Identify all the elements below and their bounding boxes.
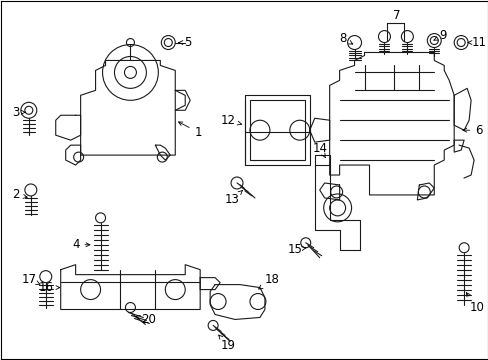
Text: 5: 5 — [179, 36, 191, 49]
Text: 17: 17 — [21, 273, 40, 286]
Text: 20: 20 — [135, 313, 156, 326]
Text: 16: 16 — [38, 281, 60, 294]
Bar — [249, 100, 304, 160]
Text: 15: 15 — [287, 243, 305, 256]
Text: 7: 7 — [392, 9, 399, 22]
Text: 6: 6 — [462, 124, 482, 137]
Text: 3: 3 — [12, 106, 25, 119]
Text: 9: 9 — [433, 29, 446, 42]
Text: 2: 2 — [12, 188, 27, 202]
Text: 18: 18 — [258, 273, 279, 289]
Text: 8: 8 — [338, 32, 352, 45]
Text: 10: 10 — [466, 293, 484, 314]
Text: 12: 12 — [220, 114, 241, 127]
Text: 11: 11 — [467, 36, 486, 49]
Text: 13: 13 — [224, 190, 242, 206]
Text: 19: 19 — [218, 335, 235, 352]
Text: 4: 4 — [72, 238, 90, 251]
Text: 14: 14 — [311, 141, 326, 158]
Text: 1: 1 — [178, 122, 202, 139]
